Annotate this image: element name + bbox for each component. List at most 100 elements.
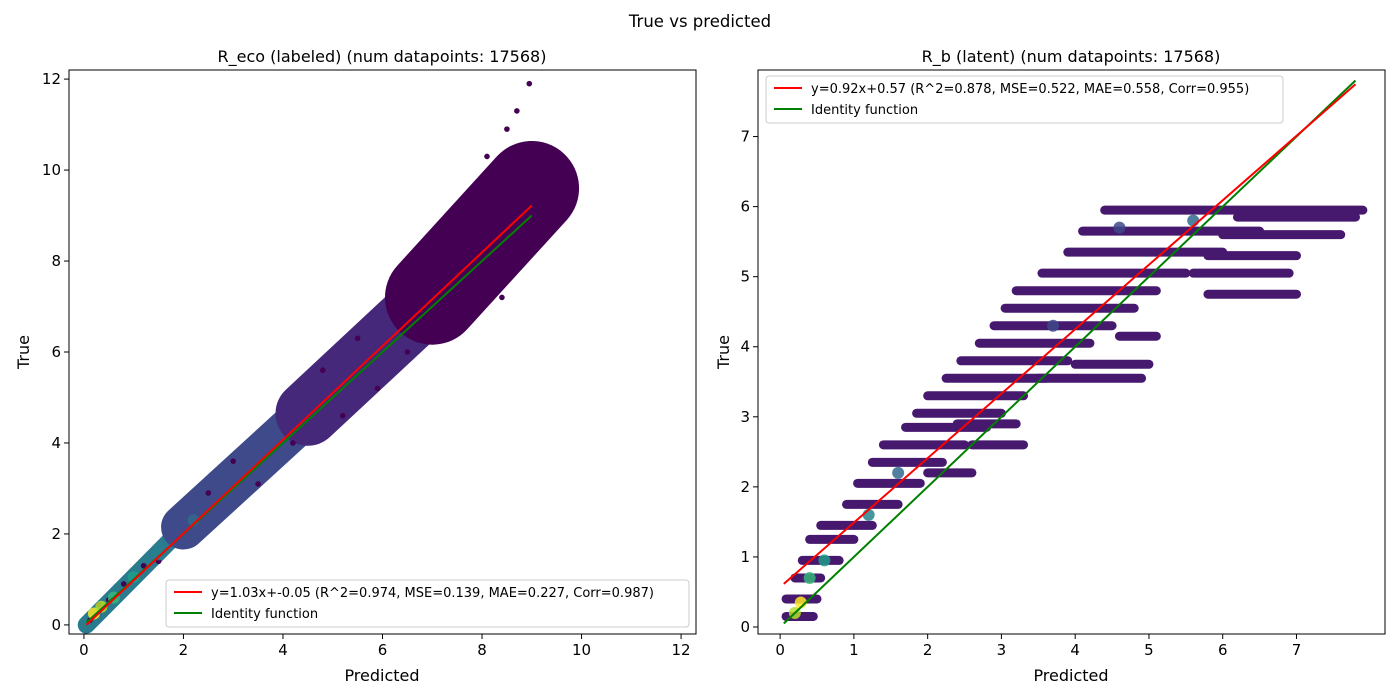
y-tick-label: 0 [51,616,61,634]
legend-fit-label: y=1.03x+-0.05 (R^2=0.974, MSE=0.139, MAE… [211,586,654,601]
scatter-point [140,562,147,569]
scatter-point [230,458,237,464]
y-tick-label: 4 [740,338,750,356]
fit-line [85,204,533,626]
scatter-point [509,212,515,219]
scatter-point [120,581,127,587]
chart-scatter-area [77,80,580,634]
y-tick-label: 1 [740,548,750,566]
scatter-density-hotspot [95,600,108,613]
x-tick-label: 3 [997,641,1007,659]
x-tick-label: 7 [1292,641,1302,659]
y-tick-label: 8 [51,252,61,270]
chart-title: R_b (latent) (num datapoints: 17568) [922,47,1221,67]
scatter-point [489,276,495,283]
scatter-point [419,267,426,273]
identity-line [783,79,1357,625]
x-tick-label: 2 [179,641,189,659]
scatter-density-hotspot [127,571,140,584]
scatter-point [494,199,500,205]
x-axis-label: Predicted [1033,666,1108,685]
chart-legend: y=1.03x+-0.05 (R^2=0.974, MSE=0.139, MAE… [165,579,690,628]
scatter-point [528,167,535,173]
x-tick-label: 0 [79,641,89,659]
scatter-density-hotspot [1047,319,1060,332]
x-tick-label: 2 [923,641,933,659]
chart-panel-r-eco: 0 2 4 6 8 10 12 0 2 4 6 8 10 12 R_eco (labeled) (num … [14,47,697,685]
scatter-point [404,349,411,355]
axis-ticks: 0 2 4 6 8 10 12 0 2 4 6 8 10 12 [42,70,691,659]
chart-lines [85,204,533,626]
x-axis-label: Predicted [344,666,419,685]
legend-box [165,579,690,628]
y-tick-label: 2 [51,525,61,543]
scatter-point [389,299,396,305]
scatter-point [354,335,361,342]
x-tick-label: 0 [775,641,785,659]
scatter-point [479,253,485,260]
scatter-point [459,253,465,260]
scatter-point [459,221,465,228]
y-tick-label: 5 [740,268,750,286]
legend-identity-label: Identity function [811,103,918,118]
y-tick-label: 6 [740,198,750,216]
chart-panel-r-b: 0 1 2 3 4 5 6 7 0 1 2 3 4 5 6 7 R_b (latent) (num datap… [714,47,1386,685]
y-tick-label: 10 [42,161,61,179]
legend-fit-label: y=0.92x+0.57 (R^2=0.878, MSE=0.522, MAE=… [811,82,1249,97]
x-tick-label: 8 [477,641,487,659]
scatter-density-band [384,140,580,345]
scatter-point [504,126,510,132]
scatter-point [374,385,381,392]
y-tick-label: 4 [51,434,61,452]
scatter-point [501,171,508,178]
scatter-point [511,249,518,255]
y-tick-label: 7 [740,128,750,146]
scatter-density-hotspot [892,466,905,479]
legend-box [765,75,1284,124]
x-tick-label: 12 [672,641,691,659]
chart-title: R_eco (labeled) (num datapoints: 17568) [218,47,547,67]
axis-ticks: 0 1 2 3 4 5 6 7 0 1 2 3 4 5 6 7 [740,128,1301,659]
x-tick-label: 6 [1218,641,1228,659]
scatter-point [255,481,261,487]
scatter-point [205,490,212,496]
y-tick-label: 6 [51,343,61,361]
scatter-point [429,326,436,333]
x-tick-label: 4 [1070,641,1080,659]
y-tick-label: 12 [42,70,61,88]
scatter-density-hotspot [803,571,816,584]
axes-frame [757,69,1386,635]
scatter-point [481,190,488,196]
scatter-point [514,108,520,114]
scatter-point [526,80,533,87]
x-tick-label: 6 [378,641,388,659]
scatter-point [524,149,530,155]
x-tick-label: 10 [572,641,591,659]
scatter-point [527,221,534,228]
scatter-density-hotspot [818,554,831,567]
chart-legend: y=0.92x+0.57 (R^2=0.878, MSE=0.522, MAE=… [765,75,1284,124]
x-tick-label: 4 [278,641,288,659]
y-tick-label: 2 [740,478,750,496]
y-tick-label: 3 [740,408,750,426]
scatter-point [319,367,326,373]
scatter-point [499,294,505,301]
y-axis-label: True [14,335,33,370]
scatter-point [290,440,296,446]
scatter-point [519,235,525,242]
x-tick-label: 1 [849,641,859,659]
figure-suptitle: True vs predicted [628,12,771,31]
fit-line [783,83,1357,585]
scatter-point [469,290,475,296]
x-tick-label: 5 [1144,641,1154,659]
scatter-density-hotspot [1113,221,1126,234]
scatter-point [484,153,490,160]
chart-lines [783,79,1357,625]
scatter-point [474,180,480,187]
legend-identity-label: Identity function [211,607,318,622]
chart-scatter-area [781,205,1368,621]
y-tick-label: 0 [740,618,750,636]
scatter-point [449,312,455,319]
scatter-point [439,240,446,246]
